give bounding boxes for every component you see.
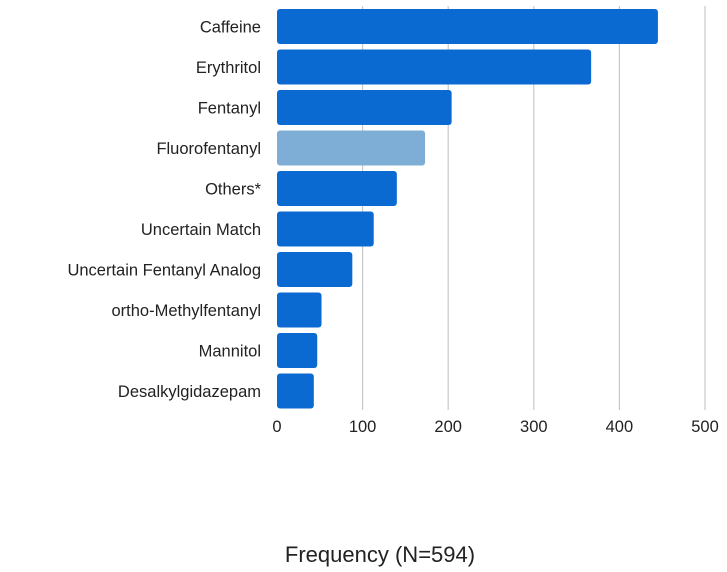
category-label: Fluorofentanyl (156, 140, 261, 158)
bar-ortho-methylfentanyl (277, 292, 322, 328)
bar-fluorofentanyl (277, 130, 426, 166)
x-tick-label: 200 (434, 418, 462, 436)
category-label: Mannitol (199, 343, 261, 361)
category-label: ortho-Methylfentanyl (112, 302, 262, 320)
bar-mannitol (277, 333, 318, 368)
x-tick-label: 0 (272, 418, 281, 436)
bar-uncertain-match (277, 211, 374, 247)
x-axis-title: Frequency (N=594) (285, 542, 475, 567)
category-label: Erythritol (196, 59, 261, 77)
bar-erythritol (277, 49, 592, 85)
bar-caffeine (277, 9, 658, 44)
x-tick-label: 100 (349, 418, 377, 436)
category-label: Others* (205, 181, 262, 199)
x-tick-label: 400 (606, 418, 634, 436)
x-tick-label: 300 (520, 418, 548, 436)
category-labels: Caffeine Erythritol Fentanyl Fluorofentanyl… (67, 19, 261, 402)
category-label: Uncertain Match (141, 221, 261, 239)
category-label: Caffeine (200, 19, 261, 37)
category-label: Fentanyl (198, 100, 261, 118)
x-tick-labels: 0 100 200 300 400 500 (272, 418, 718, 436)
bar-fentanyl (277, 90, 452, 125)
category-label: Uncertain Fentanyl Analog (67, 262, 261, 280)
x-tick-label: 500 (691, 418, 719, 436)
bars (277, 9, 658, 409)
bar-desalkylgidazepam (277, 373, 314, 409)
bar-uncertain-fentanyl-analog (277, 252, 353, 287)
bar-others (277, 171, 397, 206)
category-label: Desalkylgidazepam (118, 383, 261, 401)
